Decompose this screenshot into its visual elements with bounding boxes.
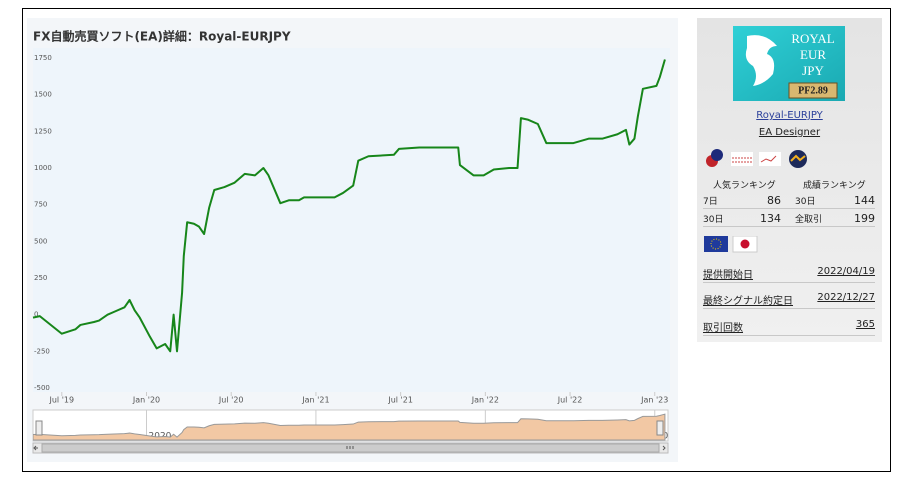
ea-author[interactable]: EA Designer: [758, 127, 821, 138]
rank-row: 7日 86 30日 144: [703, 192, 875, 209]
flag-jp-sun: [740, 239, 750, 249]
rank-value: 134: [760, 212, 781, 225]
rank-row: 30日 134 全取引 199: [703, 210, 875, 227]
logo-badge-text: PF2.89: [798, 85, 828, 96]
y-tick-label: -250: [34, 347, 50, 355]
logo-text: ROYAL: [791, 31, 834, 46]
chart-title: FX自動売買ソフト(EA)詳細：Royal-EURJPY: [33, 29, 291, 44]
detail-value[interactable]: 2022/04/19: [817, 266, 875, 277]
navigator-handle[interactable]: [656, 420, 664, 436]
x-tick-label: Jan '22: [471, 396, 499, 405]
detail-row: 提供開始日 2022/04/19: [703, 262, 875, 283]
rank-label: 7日: [703, 197, 718, 207]
navigator-handle[interactable]: [35, 420, 43, 436]
x-tick-label: Jan '23: [640, 396, 668, 405]
flag-eu: [704, 236, 728, 252]
detail-value[interactable]: 365: [855, 319, 875, 330]
icon: [760, 155, 777, 163]
y-tick-label: 1000: [34, 164, 52, 172]
detail-label[interactable]: 最終シグナル約定日: [703, 296, 793, 307]
rank-value: 144: [854, 194, 875, 207]
flags: [704, 236, 758, 253]
y-tick-label: 1250: [34, 127, 52, 135]
series-line: [32, 59, 666, 353]
y-tick-label: 500: [34, 237, 47, 245]
rank-label: 30日: [703, 215, 724, 225]
scroll-right[interactable]: [662, 445, 666, 451]
x-tick-label: Jul '19: [49, 396, 75, 405]
y-tick-label: 1750: [34, 54, 52, 62]
icon: [759, 152, 781, 166]
rank-header: 成績ランキング: [803, 181, 866, 191]
y-tick-label: 250: [34, 274, 47, 282]
rank-header: 人気ランキング: [713, 181, 776, 191]
logo-lion: [745, 35, 777, 86]
logo-text: EUR: [800, 47, 826, 62]
frame: [22, 8, 891, 472]
scrollbar-grip: [346, 446, 354, 449]
x-tick-label: Jul '22: [557, 396, 583, 405]
detail-label[interactable]: 取引回数: [703, 323, 743, 334]
y-tick-label: 0: [34, 311, 38, 319]
icon: [731, 152, 753, 166]
rank-value: 199: [854, 212, 875, 225]
rank-label: 30日: [795, 197, 816, 207]
rank-value: 86: [767, 194, 781, 207]
detail-row: 最終シグナル約定日 2022/12/27: [703, 288, 875, 309]
y-tick-label: 750: [34, 201, 47, 209]
detail-label[interactable]: 提供開始日: [703, 270, 753, 281]
y-tick-label: -500: [34, 384, 50, 392]
flag-eu-stars: [710, 238, 722, 250]
x-tick-label: Jan '20: [132, 396, 160, 405]
icon: [790, 154, 806, 162]
x-tick-label: Jul '21: [387, 396, 413, 405]
detail-value[interactable]: 2022/12/27: [817, 292, 875, 303]
logo-badge: [788, 82, 838, 99]
icons: [706, 149, 807, 168]
icon: [711, 149, 723, 161]
logo-text: JPY: [802, 63, 824, 78]
x-tick-label: Jul '20: [218, 396, 244, 405]
icon: [732, 157, 752, 163]
scroll-left[interactable]: [33, 445, 38, 451]
ea-name[interactable]: Royal-EURJPY: [756, 110, 823, 121]
detail-row: 取引回数 365: [703, 315, 875, 336]
navigator-area: [33, 413, 666, 441]
sidebar: ROYAL EUR JPY PF2.89 Royal-EURJPY EA Des…: [697, 18, 882, 342]
x-tick-label: Jan '21: [301, 396, 329, 405]
rank-label: 全取引: [795, 215, 823, 225]
plot-area: [33, 48, 670, 392]
chart: FX自動売買ソフト(EA)詳細：Royal-EURJPY 20202021202…: [27, 18, 678, 462]
y-tick-label: 1500: [34, 91, 52, 99]
logo[interactable]: ROYAL EUR JPY PF2.89: [733, 26, 845, 101]
